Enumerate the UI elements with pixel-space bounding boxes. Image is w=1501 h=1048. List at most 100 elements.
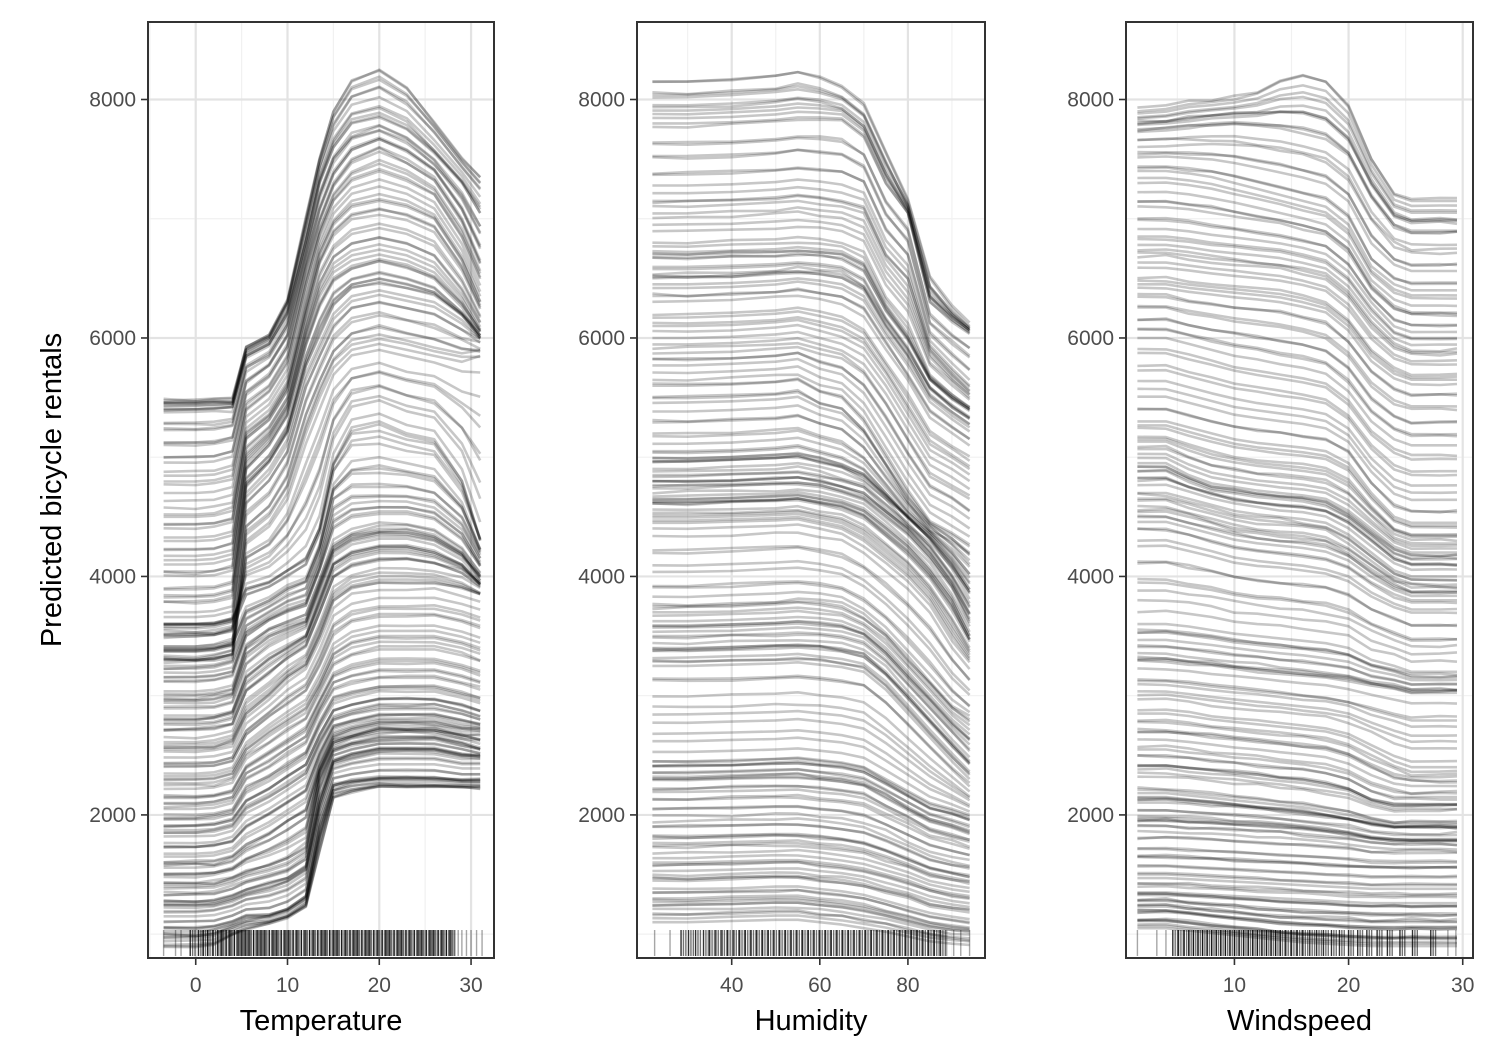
ice-curve [163, 531, 482, 702]
ice-curve [1137, 678, 1458, 719]
ice-curve [652, 841, 970, 883]
ice-curve [1137, 395, 1457, 502]
ice-curve [1137, 657, 1458, 693]
ice-curve [163, 537, 482, 710]
ice-curve [163, 738, 481, 895]
ice-curve [1137, 819, 1457, 843]
ice-curve [163, 337, 481, 663]
ice-curve [652, 476, 971, 615]
ice-curve [652, 271, 971, 426]
ice-curve [652, 508, 971, 652]
ice-curve [163, 737, 481, 886]
ice-curve [652, 245, 971, 411]
ice-curve [1137, 629, 1458, 677]
ice-curve [1137, 897, 1458, 917]
ice-curve [1137, 690, 1458, 737]
ice-curve [1137, 95, 1458, 214]
ice-curve [1137, 120, 1457, 232]
ice-curve [1137, 796, 1458, 829]
ice-curve [652, 631, 971, 751]
ice-curve [1137, 679, 1457, 722]
ice-curve [163, 213, 482, 531]
ice-curve [652, 280, 971, 433]
ice-curve [1137, 814, 1458, 842]
ice-curve [1137, 727, 1458, 779]
ice-curve [652, 581, 971, 707]
ice-curve [1137, 387, 1458, 495]
ice-curve [163, 716, 481, 849]
ice-curve [163, 300, 481, 625]
ice-curve [652, 106, 971, 332]
ice-curve [163, 178, 482, 495]
panel-border [636, 21, 986, 959]
ice-curve [163, 730, 481, 877]
ice-curve [1137, 363, 1457, 473]
ice-curve [163, 236, 482, 551]
ice-curve [1137, 181, 1458, 300]
ice-curve [652, 135, 971, 350]
y-tick-label: 6000 [578, 327, 625, 350]
ice-curve [163, 371, 482, 648]
ice-curve [1137, 91, 1458, 212]
ice-curve [163, 423, 482, 627]
ice-curve [163, 385, 482, 651]
ice-curve [1137, 477, 1458, 568]
ice-curve [163, 523, 482, 696]
ice-curve [1137, 243, 1458, 347]
ice-curve [163, 657, 481, 798]
ice-curve [652, 729, 971, 807]
ice-curve [163, 104, 482, 408]
ice-curve [163, 697, 481, 827]
ice-curve [163, 747, 481, 903]
ice-curve [652, 395, 971, 557]
ice-curve [652, 178, 971, 381]
ice-curve [652, 318, 971, 471]
ice-curve [1137, 510, 1458, 594]
ice-curve [652, 357, 971, 520]
ice-curve [652, 717, 971, 802]
ice-curve [1137, 435, 1458, 536]
ice-curve [163, 707, 481, 838]
ice-curve [652, 757, 971, 818]
ice-curve [652, 546, 971, 681]
ice-curve [652, 894, 970, 929]
ice-curve [652, 452, 971, 591]
ice-curve [1137, 824, 1458, 847]
ice-curve [163, 728, 481, 876]
ice-curve [163, 185, 482, 503]
ice-curve [1137, 235, 1457, 340]
ice-curve [1137, 477, 1457, 567]
ice-curve [652, 772, 971, 832]
ice-curve [1137, 893, 1458, 908]
ice-curve [652, 674, 971, 788]
ice-curve [163, 333, 481, 659]
ice-curve [163, 775, 481, 930]
ice-curve [652, 287, 971, 441]
ice-curve [1137, 718, 1458, 774]
ice-curve [652, 70, 971, 324]
ice-curve [652, 823, 970, 870]
ice-curve [652, 82, 971, 332]
ice-curve [1137, 165, 1457, 286]
ice-curve [163, 314, 481, 640]
ice-curve [1137, 791, 1457, 826]
ice-curve [1137, 638, 1458, 682]
ice-curve [163, 534, 482, 708]
ice-curve [163, 687, 481, 821]
ice-curve [163, 137, 482, 445]
ice-curve [163, 116, 482, 411]
ice-curve [163, 348, 481, 662]
ice-curve [163, 435, 482, 634]
ice-curve [1137, 697, 1458, 750]
ice-curve [163, 311, 481, 637]
ice-curve [163, 674, 481, 809]
ice-curve [1137, 527, 1458, 605]
ice-curve [163, 78, 482, 402]
panel-border [1125, 21, 1474, 959]
ice-curve [652, 867, 970, 905]
ice-curve [652, 116, 971, 334]
ice-curve [163, 728, 481, 875]
ice-curve [1137, 855, 1458, 870]
y-tick-label: 8000 [578, 89, 625, 112]
ice-curve [1137, 420, 1457, 525]
